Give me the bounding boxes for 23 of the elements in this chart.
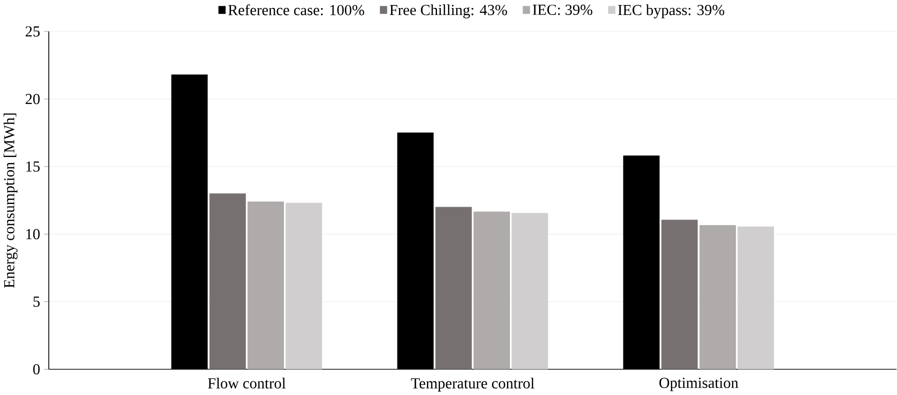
legend-label: IEC bypass: 39% [618,4,724,18]
y-tick-label: 0 [33,364,40,374]
y-tick-label: 15 [26,161,40,172]
x-tick-label: Optimisation [659,378,738,391]
bar [661,220,698,370]
bar [286,202,322,370]
legend-label: IEC: 39% [532,4,592,15]
y-tick-label: 20 [26,94,40,104]
bar [248,201,284,370]
x-tick-label: Flow control [208,378,286,388]
y-tick-label: 25 [26,26,40,36]
bar [738,226,774,370]
y-tick-label: 10 [26,228,40,240]
bar [435,206,472,370]
x-tick-label: Temperature control [410,378,534,392]
bar [209,193,246,370]
bar [512,212,548,370]
legend-label: Free Chilling: 43% [390,4,508,18]
y-axis-title: Energy consumption [MWh] [4,113,18,288]
bar [699,225,736,370]
legend-label: Reference case: 100% [228,4,364,16]
y-tick-label: 5 [34,296,40,307]
bar [474,212,510,370]
